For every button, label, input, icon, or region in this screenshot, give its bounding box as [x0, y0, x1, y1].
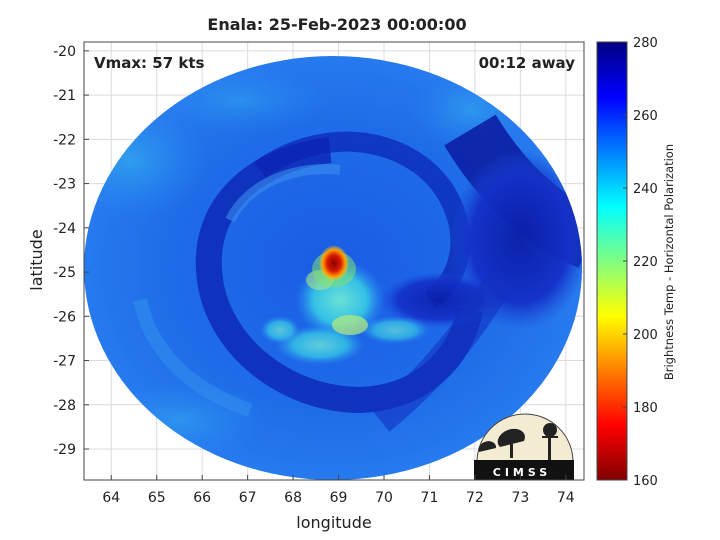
y-tick-label: -22	[53, 132, 76, 148]
y-tick-label: -20	[53, 44, 76, 60]
y-tick-label: -24	[53, 221, 76, 237]
x-tick-label: 65	[148, 490, 166, 506]
chart-title: Enala: 25-Feb-2023 00:00:00	[207, 15, 466, 34]
y-axis-label: latitude	[27, 229, 46, 290]
colorbar-tick-label: 260	[633, 109, 658, 124]
cyclone-eye	[319, 245, 349, 282]
y-tick-label: -26	[53, 309, 76, 325]
colorbar-tick-label: 280	[633, 36, 658, 51]
colorbar-tick-label: 240	[633, 182, 658, 197]
y-tick-label: -21	[53, 88, 76, 104]
colorbar-tick-label: 180	[633, 401, 658, 416]
y-tick-label: -25	[53, 265, 76, 281]
colorbar-tick-label: 200	[633, 328, 658, 343]
y-tick-label: -27	[53, 354, 76, 370]
cimss-logo: CIMSS	[474, 413, 574, 480]
x-tick-label: 67	[239, 490, 257, 506]
x-tick-label: 66	[193, 490, 211, 506]
colorbar-tick-label: 220	[633, 255, 658, 270]
colorbar	[596, 41, 628, 481]
x-tick-label: 69	[330, 490, 348, 506]
x-tick-label: 64	[102, 490, 120, 506]
colorbar-tick-label: 160	[633, 474, 658, 489]
logo-text: CIMSS	[493, 466, 551, 479]
x-tick-label: 70	[375, 490, 393, 506]
x-tick-label: 74	[557, 490, 575, 506]
time-offset-annotation: 00:12 away	[479, 54, 576, 72]
y-tick-label: -28	[53, 398, 76, 414]
vmax-annotation: Vmax: 57 kts	[94, 54, 204, 72]
x-tick-label: 72	[466, 490, 484, 506]
x-axis: 64 65 66 67 68 69 70 71 72 73 74	[102, 475, 575, 506]
y-tick-label: -23	[53, 177, 76, 193]
y-axis: -20 -21 -22 -23 -24 -25 -26 -27 -28 -29	[53, 44, 89, 458]
x-tick-label: 71	[421, 490, 439, 506]
x-axis-label: longitude	[296, 513, 371, 532]
colorbar-ticks: 160 180 200 220 240 260 280	[623, 36, 658, 489]
y-tick-label: -29	[53, 442, 76, 458]
axes-frame	[83, 41, 585, 481]
colorbar-label: Brightness Temp - Horizontal Polarizatio…	[662, 144, 676, 380]
x-tick-label: 68	[284, 490, 302, 506]
x-tick-label: 73	[511, 490, 529, 506]
